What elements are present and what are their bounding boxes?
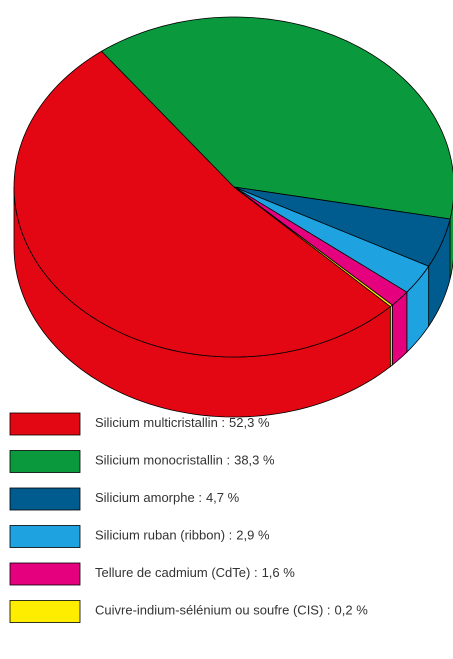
legend-label: Silicium monocristallin : 38,3 % [95,453,275,468]
legend-category: Silicium amorphe : [95,490,202,505]
legend-value: 0,2 % [335,603,369,618]
legend-category: Silicium monocristallin : [95,453,230,468]
pie-slice [233,186,430,293]
legend-label: Cuivre-indium-sélénium ou soufre (CIS) :… [95,603,368,618]
legend-swatch [9,412,81,436]
legend-swatch [9,487,81,511]
legend-label: Silicium ruban (ribbon) : 2,9 % [95,528,270,543]
legend-category: Silicium multicristallin : [95,415,225,430]
legend-value: 1,6 % [262,565,296,580]
legend-swatch [9,600,81,623]
legend-category: Tellure de cadmium (CdTe) : [95,565,258,580]
pie-slice [233,186,393,307]
legend-value: 38,3 % [234,453,275,468]
legend-label: Silicium multicristallin : 52,3 % [95,415,270,430]
legend-swatch [9,562,81,586]
pie-slice [233,186,451,267]
legend-category: Cuivre-indium-sélénium ou soufre (CIS) : [95,603,331,618]
legend-label: Silicium amorphe : 4,7 % [95,490,240,505]
legend-swatch [9,525,81,548]
legend-category: Silicium ruban (ribbon) : [95,528,232,543]
pie-slice [101,16,453,220]
pie-side [389,304,393,368]
legend-value: 52,3 % [229,415,270,430]
pie-slice [13,50,391,358]
legend-swatch [9,450,81,473]
legend-value: 4,7 % [206,490,240,505]
legend-label: Tellure de cadmium (CdTe) : 1,6 % [95,565,295,580]
legend-value: 2,9 % [236,528,270,543]
